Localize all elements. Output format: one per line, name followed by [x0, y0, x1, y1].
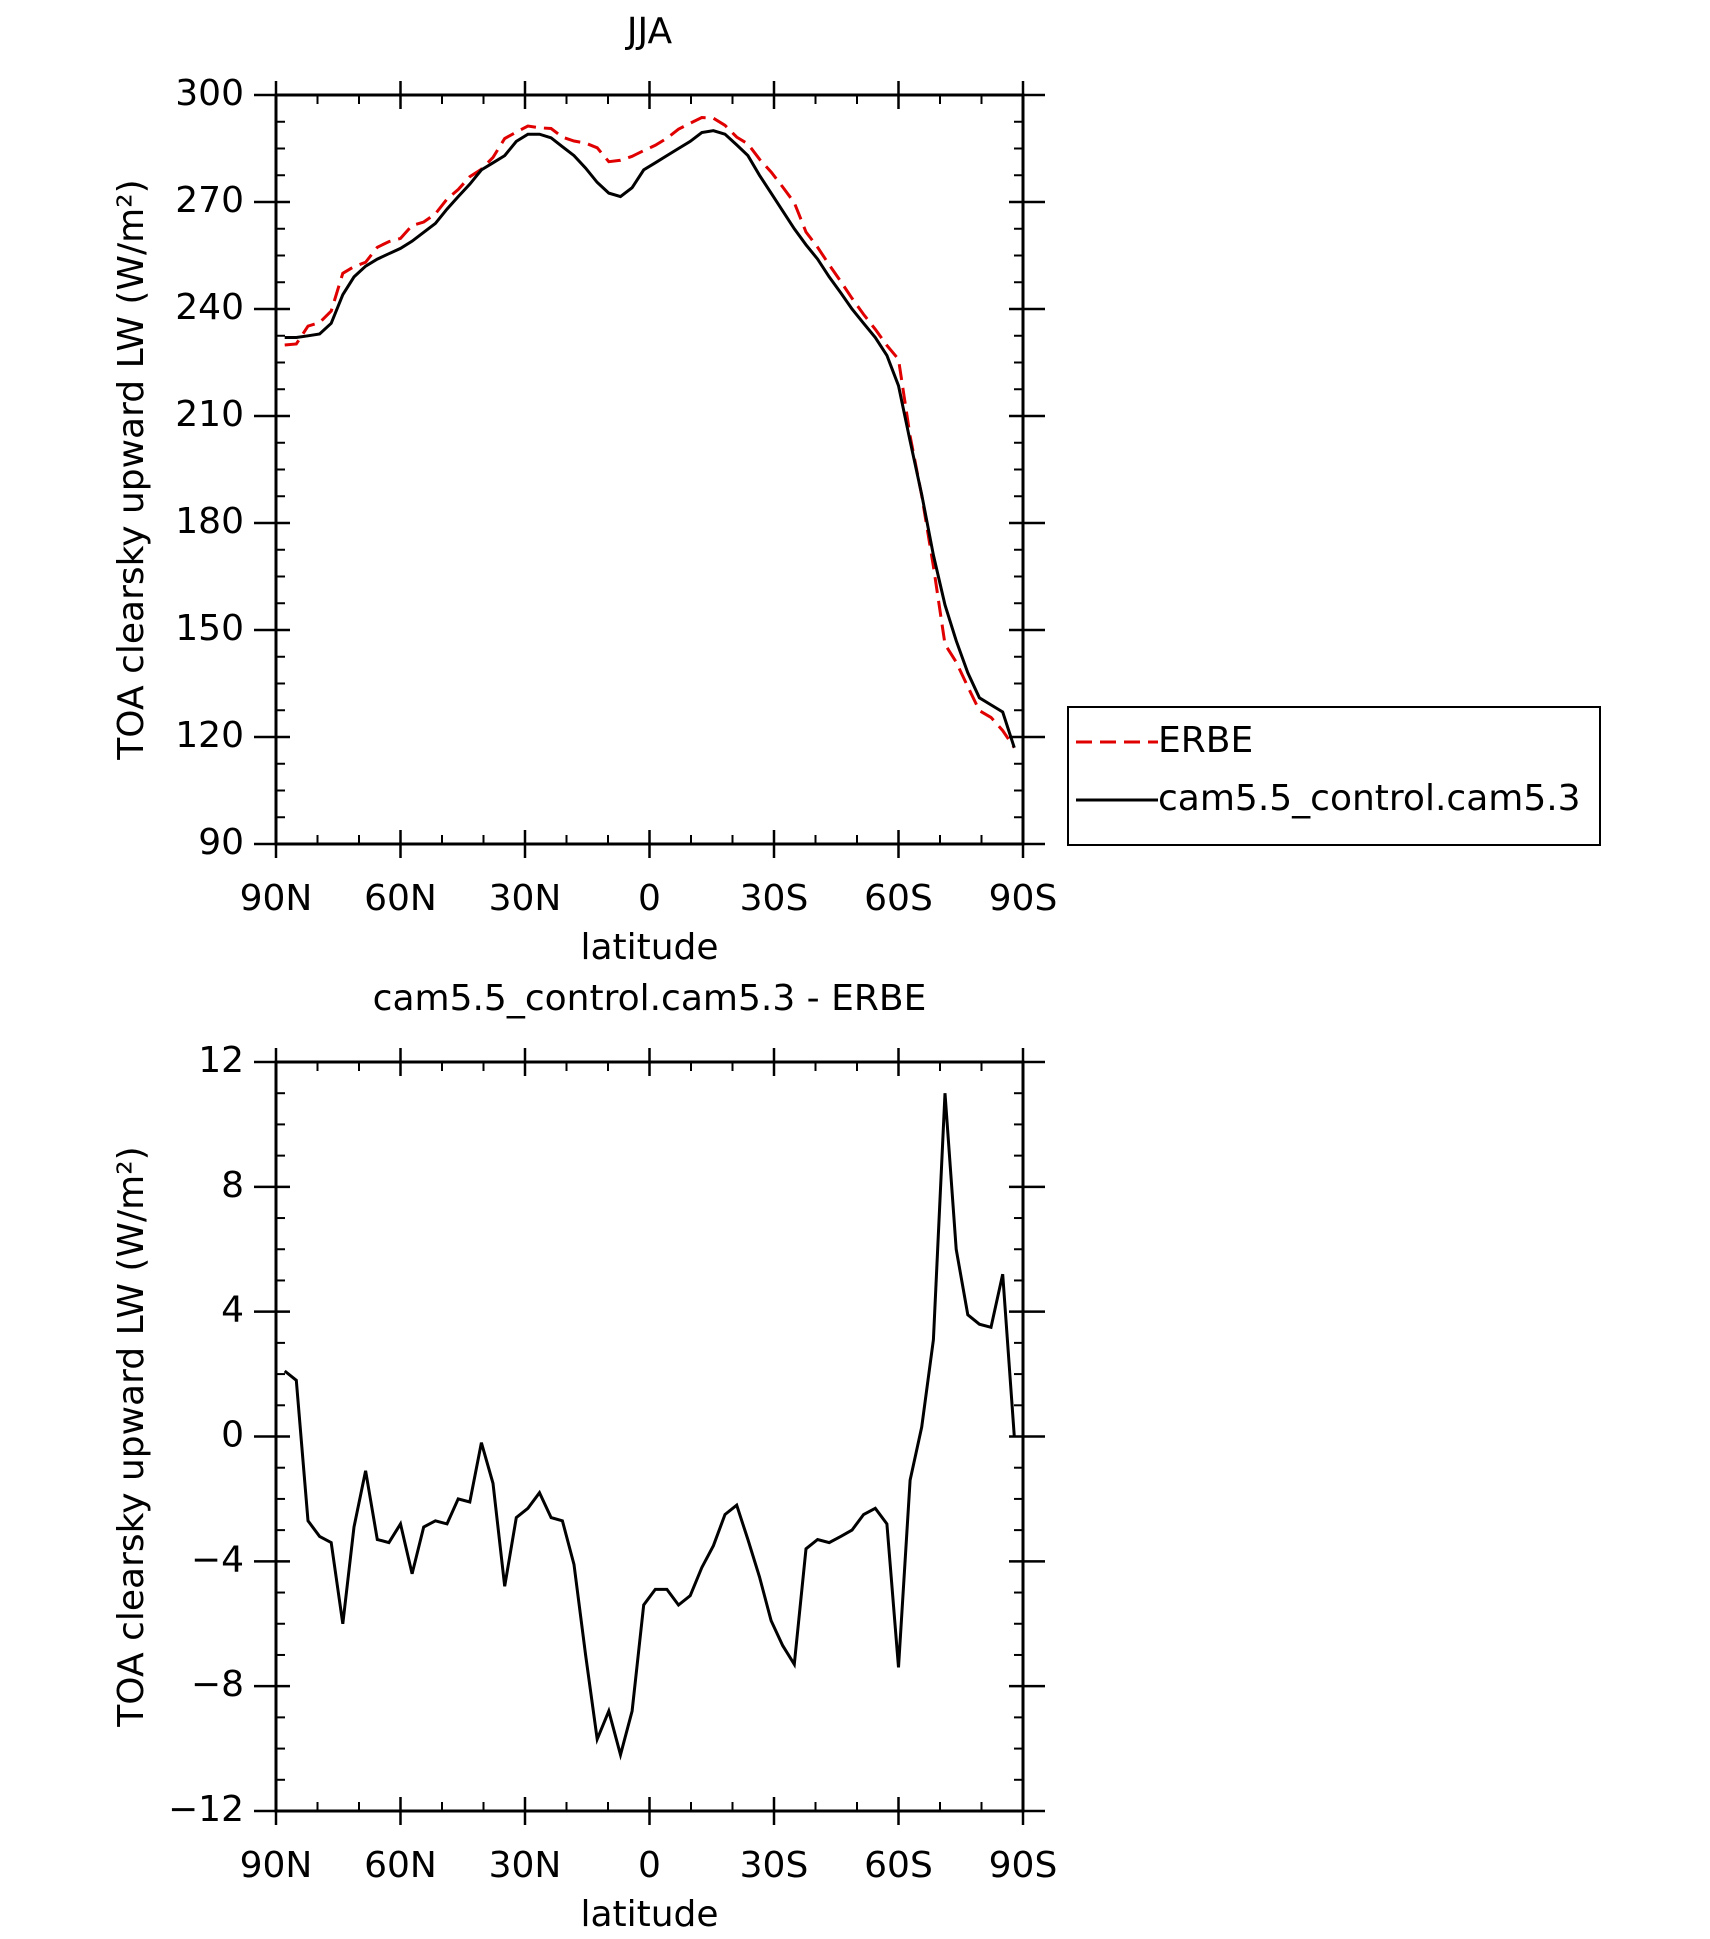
- y-tick-label: 300: [175, 73, 244, 114]
- data-line: [284, 115, 1016, 749]
- y-tick-label: 120: [175, 715, 244, 756]
- legend-box: [1067, 706, 1601, 846]
- y-tick-label: −4: [191, 1539, 244, 1580]
- x-tick-label: 90N: [240, 878, 313, 919]
- x-tick-label: 0: [638, 878, 661, 919]
- y-tick-label: −12: [168, 1789, 244, 1830]
- x-tick-label: 30S: [740, 878, 809, 919]
- y-tick-label: 4: [221, 1290, 244, 1331]
- plot-frame: [274, 93, 1025, 846]
- y-tick-label: 270: [175, 180, 244, 221]
- x-tick-label: 60N: [364, 1845, 437, 1886]
- y-axis-label: TOA clearsky upward LW (W/m²): [111, 1146, 152, 1727]
- x-tick-label: 30S: [740, 1845, 809, 1886]
- x-tick-label: 0: [638, 1845, 661, 1886]
- legend-label: ERBE: [1158, 720, 1253, 761]
- y-tick-label: 12: [198, 1040, 244, 1081]
- y-tick-label: 90: [198, 822, 244, 863]
- data-line: [284, 129, 1016, 749]
- x-tick-label: 30N: [489, 1845, 562, 1886]
- chart-title: cam5.5_control.cam5.3 - ERBE: [373, 978, 927, 1019]
- chart-title: JJA: [625, 11, 673, 52]
- x-tick-label: 30N: [489, 878, 562, 919]
- x-axis-label: latitude: [580, 1894, 718, 1935]
- y-axis-label: TOA clearsky upward LW (W/m²): [111, 179, 152, 760]
- y-tick-label: 0: [221, 1415, 244, 1456]
- y-tick-label: 150: [175, 608, 244, 649]
- y-tick-label: 240: [175, 287, 244, 328]
- y-tick-label: 210: [175, 394, 244, 435]
- x-tick-label: 60N: [364, 878, 437, 919]
- x-axis-label: latitude: [580, 927, 718, 968]
- y-tick-label: −8: [191, 1664, 244, 1705]
- x-tick-label: 60S: [864, 1845, 933, 1886]
- y-tick-label: 180: [175, 501, 244, 542]
- x-tick-label: 90N: [240, 1845, 313, 1886]
- x-tick-label: 60S: [864, 878, 933, 919]
- legend-label: cam5.5_control.cam5.3: [1158, 778, 1581, 819]
- x-tick-label: 90S: [989, 1845, 1058, 1886]
- y-tick-label: 8: [221, 1165, 244, 1206]
- data-line: [283, 1093, 1016, 1761]
- x-tick-label: 90S: [989, 878, 1058, 919]
- plot-frame: [274, 1060, 1025, 1813]
